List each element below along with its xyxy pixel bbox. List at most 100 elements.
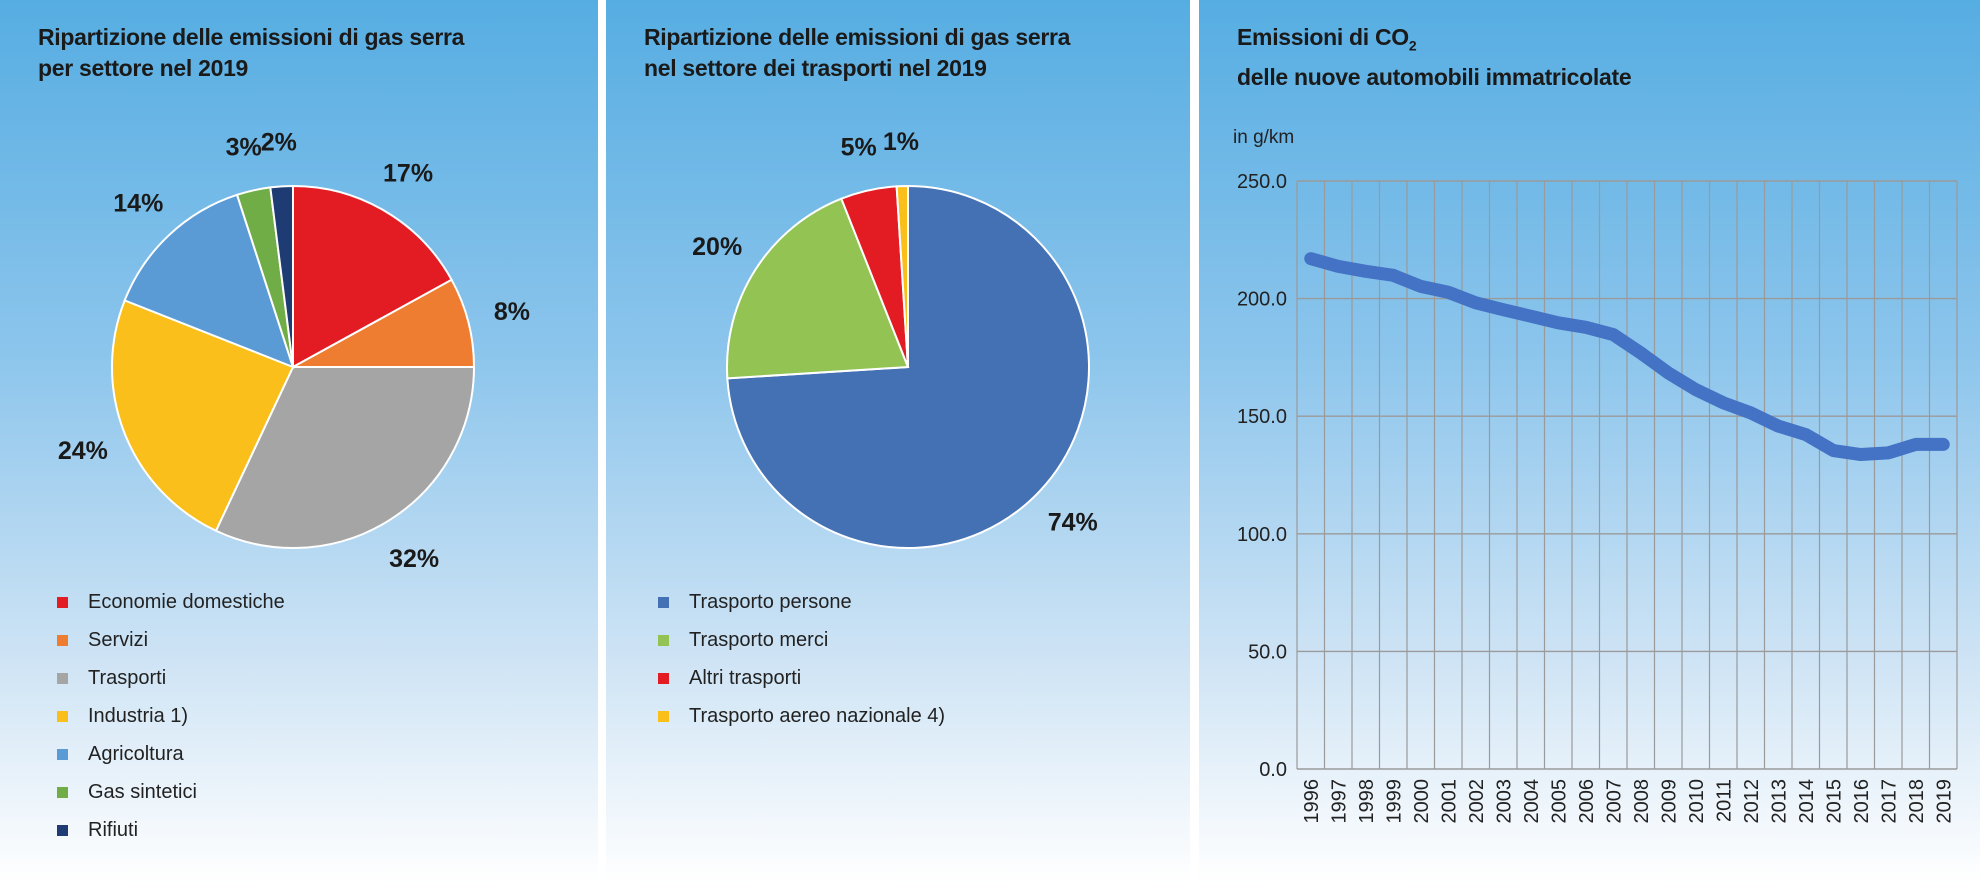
legend-item: Trasporto aereo nazionale 4) xyxy=(658,697,945,735)
y-tick-label: 100.0 xyxy=(1237,524,1287,546)
pie-slice xyxy=(269,184,294,368)
x-tick-label: 2007 xyxy=(1603,779,1625,824)
chart-title: Emissioni di CO2 delle nuove automobili … xyxy=(1237,22,1632,93)
x-tick-label: 2010 xyxy=(1686,779,1708,824)
data-point xyxy=(1585,326,1587,328)
x-tick-label: 2015 xyxy=(1823,779,1845,824)
x-tick-label: 1996 xyxy=(1301,779,1323,824)
pie-slice xyxy=(214,366,476,549)
pie-slice xyxy=(111,299,295,533)
legend-item: Servizi xyxy=(57,621,285,659)
chart-title: Ripartizione delle emissioni di gas serr… xyxy=(644,22,1070,84)
panel-emissions-by-sector: Ripartizione delle emissioni di gas serr… xyxy=(0,0,598,884)
data-point xyxy=(1502,309,1504,311)
data-point xyxy=(1612,334,1614,336)
x-tick-label: 2006 xyxy=(1576,779,1598,824)
legend-label: Rifiuti xyxy=(88,818,139,841)
x-tick-label: 2003 xyxy=(1493,779,1515,824)
title-line-2: per settore nel 2019 xyxy=(38,55,249,81)
data-point xyxy=(1640,352,1642,354)
pie-slice xyxy=(292,278,476,368)
title-line-1: Ripartizione delle emissioni di gas serr… xyxy=(644,24,1071,50)
x-tick-label: 2002 xyxy=(1466,779,1488,824)
title-line-2: delle nuove automobili immatricolate xyxy=(1237,63,1632,90)
chart-title: Ripartizione delle emissioni di gas serr… xyxy=(38,22,464,84)
legend-label: Trasporto persone xyxy=(689,590,852,613)
data-point xyxy=(1695,389,1697,391)
legend-item: Industria 1) xyxy=(57,697,285,735)
data-point xyxy=(1392,274,1394,276)
legend-item: Rifiuti xyxy=(57,811,285,849)
data-point xyxy=(1337,265,1339,267)
data-point xyxy=(1860,454,1862,456)
title-subscript: 2 xyxy=(1408,37,1417,54)
data-point xyxy=(1915,443,1917,445)
x-tick-label: 2018 xyxy=(1906,779,1928,824)
slice-label: 2% xyxy=(261,128,297,156)
y-tick-label: 200.0 xyxy=(1237,289,1287,311)
y-tick-label: 50.0 xyxy=(1248,641,1287,663)
panel-transport-emissions: Ripartizione delle emissioni di gas serr… xyxy=(606,0,1190,884)
data-point xyxy=(1942,443,1944,445)
legend-swatch xyxy=(658,672,669,684)
legend-swatch xyxy=(57,786,68,798)
x-tick-label: 2016 xyxy=(1851,779,1873,824)
data-point xyxy=(1475,302,1477,304)
legend-label: Industria 1) xyxy=(88,704,189,727)
data-point xyxy=(1365,270,1367,272)
legend-label: Altri trasporti xyxy=(689,666,802,689)
x-tick-label: 2009 xyxy=(1658,779,1680,824)
legend-swatch xyxy=(658,596,669,608)
slice-label: 1% xyxy=(883,128,919,156)
slice-label: 3% xyxy=(226,133,262,161)
slice-label: 8% xyxy=(494,298,530,326)
pie-chart-sector: 17% 8% 32% 24% 14% 3%2% xyxy=(58,128,530,573)
x-tick-label: 2019 xyxy=(1933,779,1955,824)
data-point xyxy=(1805,434,1807,436)
pie-slice xyxy=(895,184,909,368)
slice-label: 32% xyxy=(389,545,439,573)
x-tick-label: 2017 xyxy=(1878,779,1900,824)
legend-label: Agricoltura xyxy=(88,742,184,765)
slice-label: 24% xyxy=(58,437,108,465)
legend-swatch xyxy=(658,710,669,722)
legend-swatch xyxy=(57,672,68,684)
legend-item: Agricoltura xyxy=(57,735,285,773)
legend-item: Trasporto persone xyxy=(658,583,945,621)
x-tick-label: 2005 xyxy=(1548,779,1570,824)
pie-slice xyxy=(292,184,453,369)
legend-item: Trasporto merci xyxy=(658,621,945,659)
legend: Economie domestiche Servizi Trasporti Indus… xyxy=(57,583,285,849)
legend-item: Economie domestiche xyxy=(57,583,285,621)
x-tick-label: 1997 xyxy=(1328,779,1350,824)
legend-item: Gas sintetici xyxy=(57,773,285,811)
slice-label: 20% xyxy=(692,233,742,261)
legend-label: Servizi xyxy=(88,628,149,651)
x-tick-label: 2011 xyxy=(1713,779,1735,822)
legend-swatch xyxy=(57,710,68,722)
pie-chart-transport: 74% 20% 5% 1% xyxy=(692,128,1098,549)
legend-label: Gas sintetici xyxy=(88,780,197,803)
title-line-2: nel settore dei trasporti nel 2019 xyxy=(644,55,987,81)
data-point xyxy=(1420,285,1422,287)
legend-swatch xyxy=(57,634,68,646)
x-tick-label: 2013 xyxy=(1768,779,1790,824)
panel-co2-new-cars: Emissioni di CO2 delle nuove automobili … xyxy=(1199,0,1980,884)
x-tick-label: 2000 xyxy=(1411,779,1433,824)
legend-swatch xyxy=(57,748,68,760)
y-axis-unit: in g/km xyxy=(1233,127,1295,148)
x-tick-label: 1998 xyxy=(1356,779,1378,824)
slice-label: 17% xyxy=(383,159,433,187)
x-tick-label: 2012 xyxy=(1741,779,1763,824)
x-tick-label: 2008 xyxy=(1631,779,1653,824)
pie-slice xyxy=(726,197,910,380)
data-point xyxy=(1750,412,1752,414)
line-chart-co2: 0.0 50.0 100.0 150.0 200.0 250.0 1996 1997 1998 1… xyxy=(1237,171,1958,824)
title-line-1: Ripartizione delle emissioni di gas serr… xyxy=(38,24,465,50)
legend-label: Trasporto aereo nazionale 4) xyxy=(689,704,946,727)
data-point xyxy=(1722,402,1724,404)
slice-label: 14% xyxy=(113,189,163,217)
x-tick-label: 1999 xyxy=(1383,779,1405,824)
legend-label: Trasporti xyxy=(88,666,167,689)
series-line xyxy=(1304,252,1950,462)
